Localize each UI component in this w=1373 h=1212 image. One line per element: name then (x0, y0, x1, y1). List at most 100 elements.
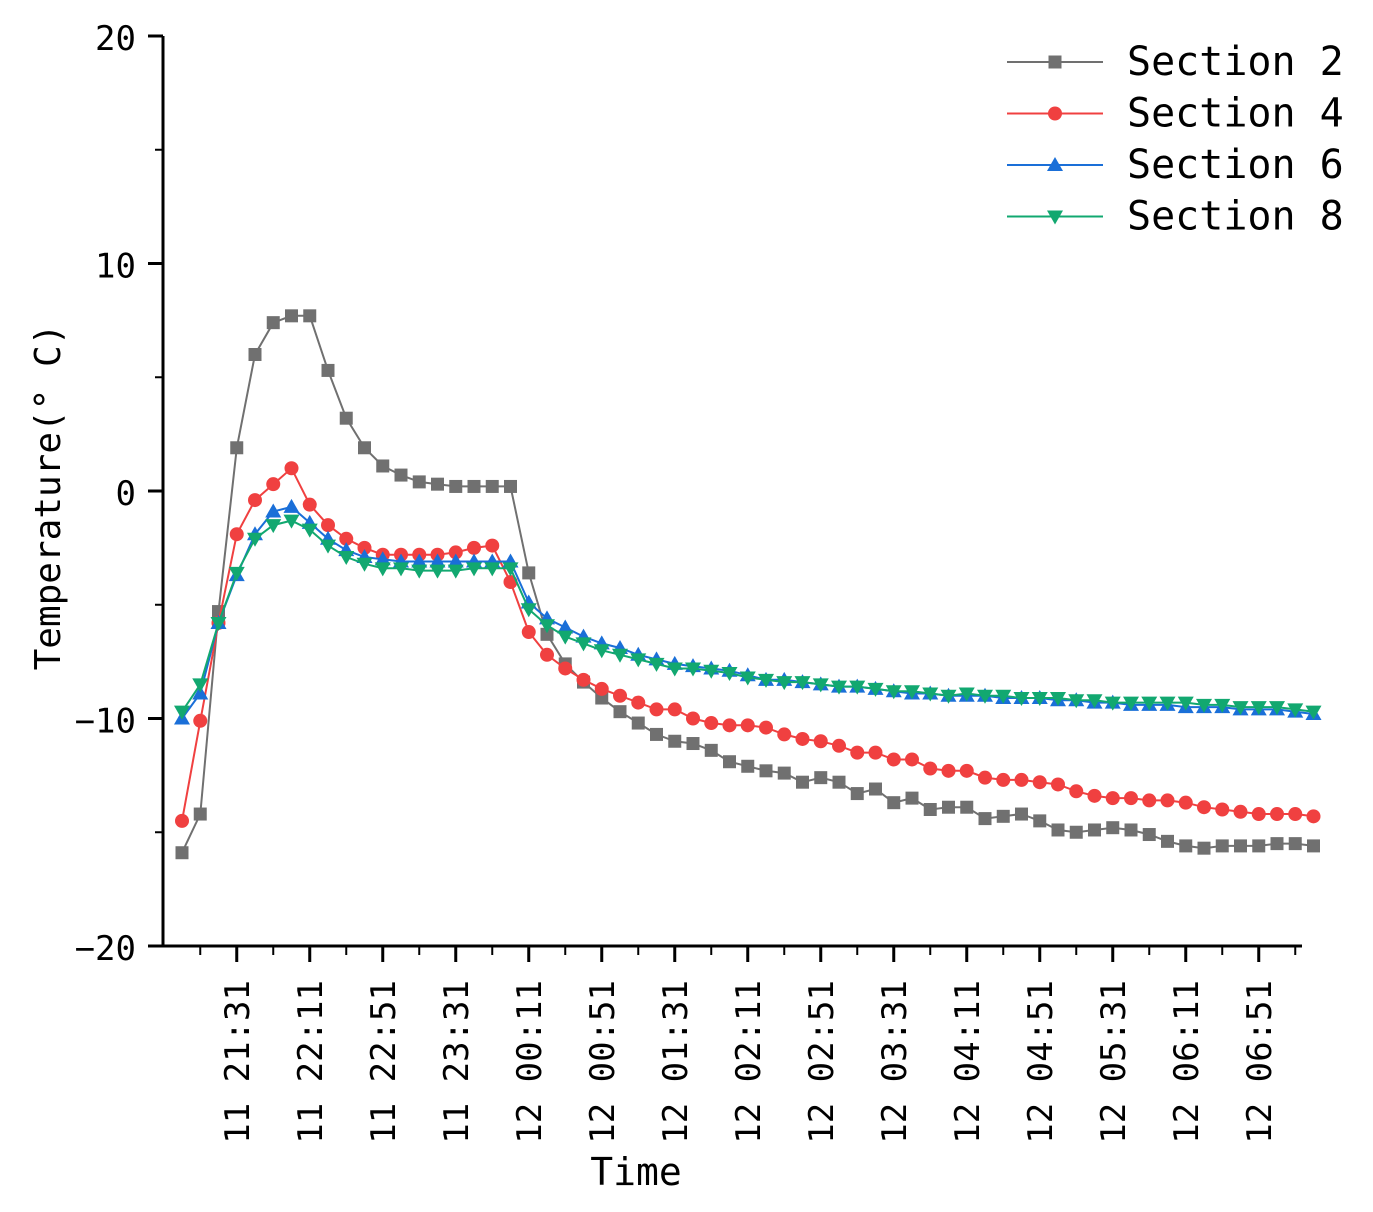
data-point (357, 540, 372, 555)
series-section-2 (175, 309, 1320, 860)
data-point (302, 497, 317, 512)
data-point (740, 718, 755, 733)
data-point (1088, 823, 1101, 837)
data-point (447, 564, 464, 579)
data-point (303, 309, 317, 323)
data-point (869, 782, 882, 796)
legend-marker (1048, 106, 1062, 121)
data-point (320, 539, 336, 554)
data-point (832, 738, 846, 753)
x-tick-label: 12 05:31 (1094, 980, 1134, 1144)
data-point (1307, 839, 1320, 853)
data-point (922, 687, 939, 702)
data-point (449, 479, 463, 493)
data-point (520, 603, 537, 618)
data-point (649, 702, 664, 717)
data-point (613, 688, 627, 703)
data-point (265, 503, 282, 518)
data-point (358, 441, 371, 455)
data-point (887, 796, 901, 810)
data-point (1106, 821, 1120, 835)
data-point (612, 648, 628, 663)
data-point (759, 720, 773, 735)
data-point (431, 477, 444, 491)
data-point (1141, 696, 1158, 711)
data-point (1142, 828, 1156, 842)
data-point (504, 479, 517, 493)
data-point (1287, 703, 1304, 718)
data-point (631, 695, 646, 710)
data-point (485, 538, 500, 553)
data-point (576, 672, 591, 687)
data-point (812, 678, 829, 693)
data-point (1214, 698, 1231, 713)
data-point (723, 755, 736, 769)
data-point (502, 562, 519, 577)
legend-marker (1048, 55, 1062, 69)
data-point (1069, 825, 1083, 839)
data-point (374, 551, 391, 566)
data-point (1215, 802, 1230, 817)
x-ticks: 11 21:31 11 22:11 11 22:51 11 23:31 12 00:11… (199, 946, 1297, 1144)
data-point (1215, 839, 1229, 853)
data-point (356, 557, 373, 572)
data-point (1051, 777, 1065, 792)
data-point (192, 678, 209, 693)
data-point (467, 479, 481, 493)
data-point (192, 685, 209, 700)
data-point (266, 316, 280, 330)
x-tick-label: 12 06:11 (1167, 980, 1207, 1144)
data-point (1069, 784, 1084, 799)
data-point (758, 673, 774, 688)
series-section-8 (174, 514, 1322, 720)
data-point (394, 468, 408, 482)
data-point (1159, 696, 1176, 711)
data-point (575, 637, 592, 652)
data-point (666, 662, 683, 677)
y-tick-label: −10 (75, 702, 136, 742)
data-point (1160, 793, 1175, 808)
y-tick-label: 10 (95, 247, 136, 287)
data-point (1087, 788, 1102, 803)
data-point (1179, 839, 1193, 853)
data-point (175, 846, 189, 860)
data-point (850, 787, 864, 801)
data-point (248, 348, 262, 361)
data-point (1178, 795, 1193, 810)
x-tick-label: 12 02:51 (802, 980, 842, 1144)
data-point (849, 680, 866, 695)
data-point (814, 771, 828, 785)
x-tick-label: 11 21:31 (218, 980, 258, 1144)
data-point (557, 619, 574, 634)
data-point (1050, 692, 1066, 707)
data-point (429, 564, 446, 579)
data-point (686, 737, 700, 751)
data-point (321, 363, 335, 377)
data-point (867, 682, 884, 697)
data-point (1177, 696, 1194, 711)
data-point (978, 812, 992, 826)
data-point (759, 764, 773, 778)
data-point (447, 553, 464, 568)
data-point (1305, 705, 1322, 720)
data-point (429, 553, 446, 568)
data-point (942, 800, 955, 814)
data-point (885, 685, 902, 700)
data-point (631, 716, 645, 730)
data-point (1124, 791, 1138, 806)
data-point (831, 680, 847, 695)
data-point (958, 687, 975, 702)
x-tick-label: 12 04:51 (1021, 980, 1061, 1144)
data-point (940, 689, 957, 704)
data-point (923, 803, 937, 816)
legend-label: Section 2 (1127, 39, 1344, 85)
data-point (175, 813, 189, 828)
series-group (174, 309, 1322, 860)
data-point (539, 619, 555, 634)
data-point (795, 731, 810, 746)
data-point (229, 527, 244, 542)
data-point (959, 763, 974, 778)
data-point (721, 667, 738, 681)
data-point (593, 644, 610, 659)
